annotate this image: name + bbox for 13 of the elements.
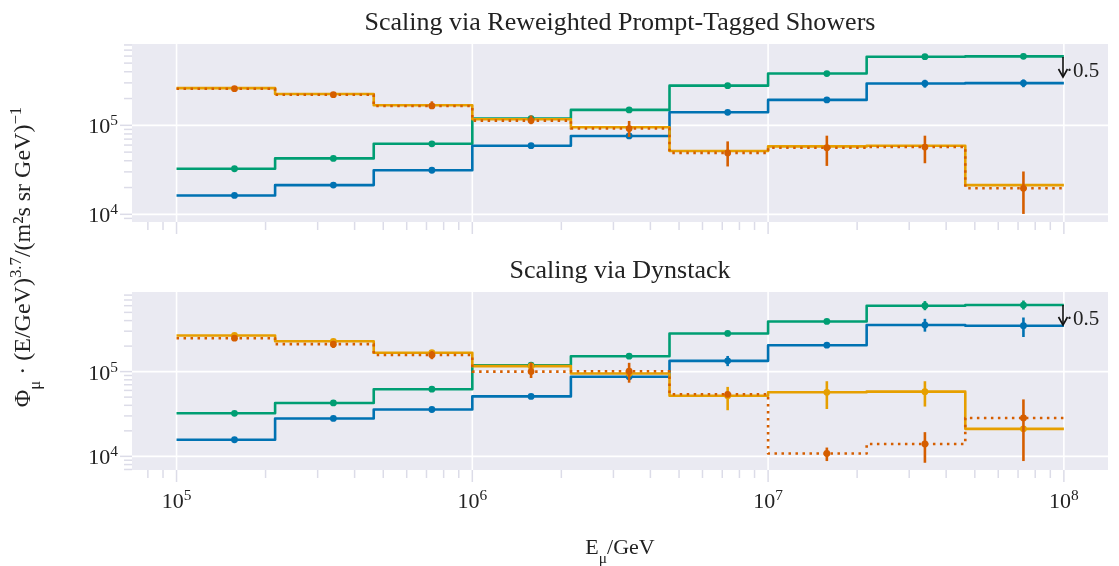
y-tick-label: 10$^{4}$ <box>88 441 119 470</box>
x-axis-title: E$_{μ}$/GeV <box>585 534 655 566</box>
x-tick-label: 10$^{8}$ <box>1049 485 1080 513</box>
y-tick-label: 10$^{4}$ <box>88 199 119 228</box>
y-tick-label: 10$^{5}$ <box>88 357 119 385</box>
annotation: ·0.5 <box>1066 58 1100 82</box>
x-tick-label: 10$^{7}$ <box>753 485 784 513</box>
x-tick-label: 10$^{6}$ <box>457 485 488 513</box>
x-tick-label: 10$^{5}$ <box>161 485 192 513</box>
y-tick-label: 10$^{5}$ <box>88 110 119 139</box>
chart-title: Scaling via Reweighted Prompt-Tagged Showers <box>364 7 876 36</box>
chart-title: Scaling via Dynstack <box>509 255 731 284</box>
annotation: ·0.5 <box>1066 306 1100 330</box>
